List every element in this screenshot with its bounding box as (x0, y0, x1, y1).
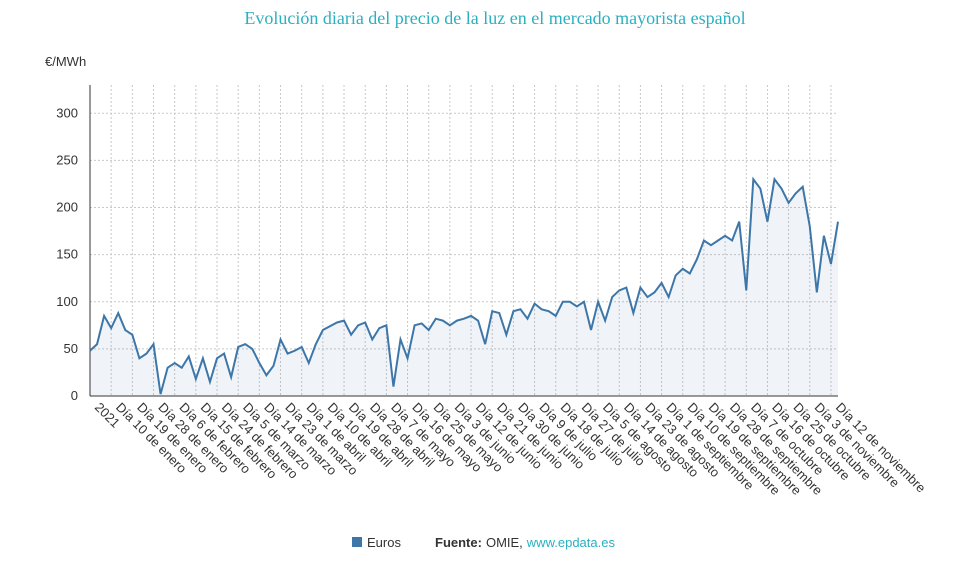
y-tick-label: 150 (56, 247, 78, 262)
source: Fuente: OMIE, www.epdata.es (435, 535, 615, 550)
y-tick-label: 300 (56, 105, 78, 120)
y-axis-label: €/MWh (45, 54, 86, 69)
source-name: OMIE, (486, 535, 523, 550)
source-label: Fuente: (435, 535, 482, 550)
area (90, 179, 838, 396)
legend-swatch (352, 537, 362, 547)
source-url: www.epdata.es (526, 535, 616, 550)
y-tick-label: 100 (56, 294, 78, 309)
y-tick-label: 200 (56, 200, 78, 215)
chart-title: Evolución diaria del precio de la luz en… (244, 8, 745, 28)
line (89, 176, 839, 395)
y-tick-label: 250 (56, 152, 78, 167)
y-tick-label: 50 (64, 341, 78, 356)
y-tick-label: 0 (71, 388, 78, 403)
legend-label: Euros (367, 535, 401, 550)
